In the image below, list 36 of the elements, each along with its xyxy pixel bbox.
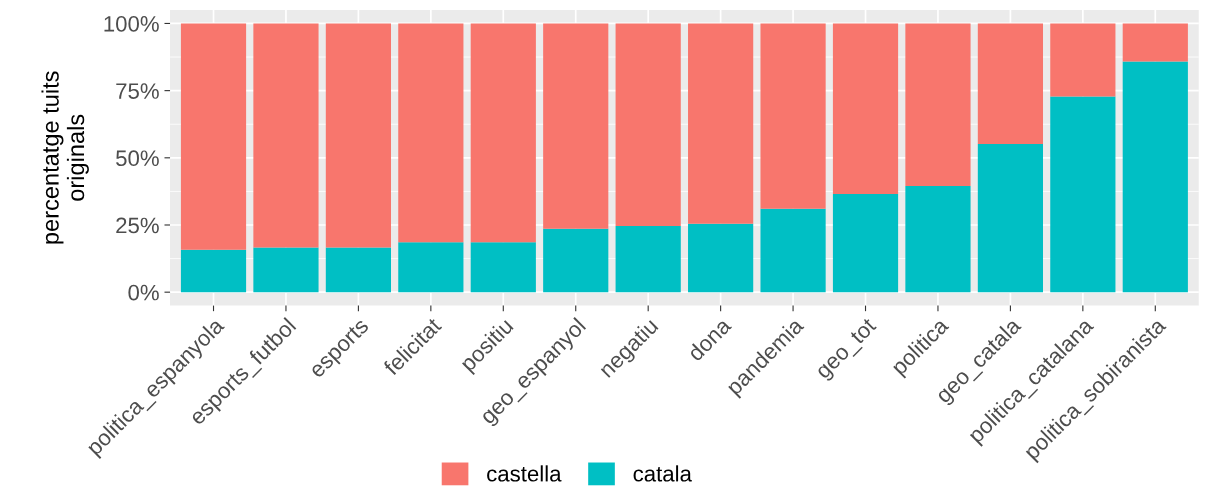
bar — [905, 23, 971, 187]
bar — [253, 23, 319, 248]
bar — [1122, 61, 1188, 293]
bar — [760, 23, 826, 209]
bar — [398, 242, 464, 293]
bar — [470, 242, 536, 293]
bar — [688, 23, 754, 224]
bar — [832, 194, 899, 293]
y-tick-label: 100% — [104, 15, 159, 32]
y-tick-label: 25% — [116, 217, 159, 234]
bar — [977, 144, 1044, 293]
bar — [977, 23, 1044, 145]
bar — [905, 186, 971, 293]
y-tick-label: 75% — [116, 83, 159, 99]
bar — [832, 23, 899, 195]
bar — [543, 23, 609, 229]
bar — [180, 23, 247, 250]
bar — [470, 23, 536, 243]
bar — [688, 223, 754, 293]
bar — [180, 249, 247, 293]
bar — [615, 226, 681, 293]
bar — [325, 23, 391, 248]
bar — [325, 247, 391, 293]
bar — [398, 23, 464, 243]
legend-label: catala — [633, 465, 692, 482]
legend-label: castella — [487, 465, 562, 482]
bar — [543, 228, 609, 293]
bar — [1122, 23, 1188, 62]
bar — [760, 208, 826, 293]
bar — [1050, 96, 1116, 293]
y-tick-label: 50% — [116, 150, 159, 167]
y-axis-title: percentatge tuits originals — [41, 71, 89, 244]
y-tick-label: 0% — [128, 284, 159, 301]
bar — [253, 247, 319, 293]
bar — [1050, 23, 1116, 97]
bar — [615, 23, 681, 227]
